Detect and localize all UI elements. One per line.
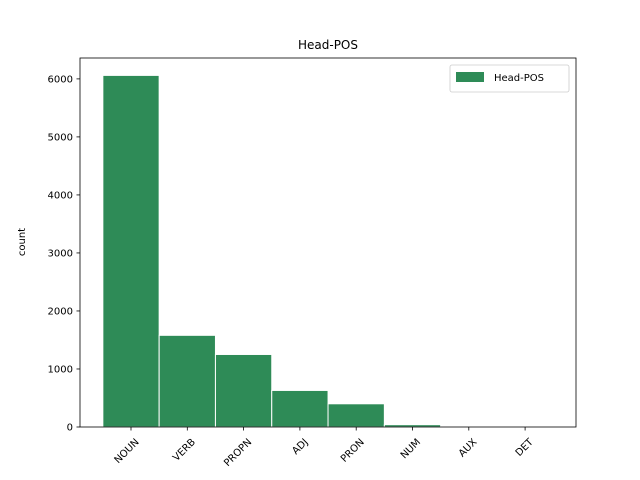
legend: Head-POS	[449, 64, 570, 93]
bar-verb	[158, 334, 216, 428]
x-tick-label-num: NUM	[399, 437, 423, 461]
x-tick-label-det: DET	[514, 436, 537, 459]
y-tick-label: 5000	[48, 132, 73, 143]
bar-noun	[102, 74, 160, 428]
x-tick-label-propn: PROPN	[222, 437, 254, 469]
y-tick-label: 6000	[48, 74, 73, 85]
y-axis-label: count	[17, 228, 28, 256]
x-tick-label-adj: ADJ	[290, 437, 310, 457]
y-tick-label: 2000	[48, 306, 73, 317]
chart-title: Head-POS	[298, 38, 358, 52]
legend-swatch	[456, 72, 484, 82]
plot-frame	[79, 57, 577, 428]
bars-group	[102, 74, 554, 428]
legend-frame	[449, 64, 570, 93]
x-axis: NOUN VERB PROPN ADJ PRON NUM AUX DET	[113, 427, 537, 469]
x-tick-label-verb: VERB	[171, 437, 198, 464]
y-tick-label: 1000	[48, 364, 73, 375]
y-tick-label: 3000	[48, 248, 73, 259]
legend-label: Head-POS	[494, 73, 544, 84]
bar-adj	[271, 389, 329, 428]
y-tick-label: 4000	[48, 190, 73, 201]
y-tick-label: 0	[67, 423, 73, 434]
bar-pron	[327, 403, 385, 428]
x-tick-label-pron: PRON	[339, 437, 367, 465]
bar-propn	[214, 353, 273, 428]
x-tick-label-aux: AUX	[457, 437, 480, 460]
y-axis: 0 1000 2000 3000 4000 5000 6000	[48, 74, 80, 434]
x-tick-label-noun: NOUN	[113, 437, 142, 466]
